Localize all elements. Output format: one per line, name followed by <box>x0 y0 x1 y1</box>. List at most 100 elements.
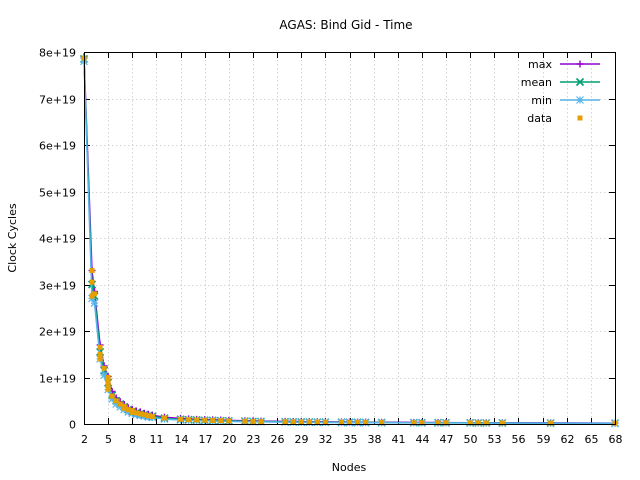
point-min <box>112 400 121 408</box>
legend-label-min: min <box>531 94 552 107</box>
legend-marker-max <box>576 60 584 68</box>
point-data <box>178 416 184 422</box>
x-tick-label: 62 <box>561 433 575 446</box>
point-data <box>97 344 103 350</box>
y-tick-label: 8e+19 <box>39 47 76 60</box>
legend-marker-data <box>577 115 583 121</box>
point-data <box>338 419 344 425</box>
x-tick-label: 50 <box>464 433 478 446</box>
point-data <box>250 418 256 424</box>
y-tick-label: 1e+19 <box>39 373 76 386</box>
y-tick-label: 7e+19 <box>39 94 76 107</box>
point-data <box>161 415 167 421</box>
point-data <box>149 414 155 420</box>
legend: max mean min data <box>521 58 600 125</box>
point-data <box>117 401 123 407</box>
point-data <box>141 412 147 418</box>
plot-series <box>79 53 620 428</box>
point-data <box>347 419 352 425</box>
point-data <box>435 420 441 426</box>
point-data <box>306 419 312 425</box>
point-data <box>121 405 127 411</box>
point-data <box>125 407 131 413</box>
x-tick-label: 38 <box>368 433 382 446</box>
x-tick-label: 8 <box>129 433 136 446</box>
point-data <box>202 417 208 423</box>
y-tick-label: 4e+19 <box>39 233 76 246</box>
point-data <box>194 417 200 423</box>
point-data <box>443 420 449 426</box>
point-data <box>129 409 135 415</box>
point-data <box>101 365 107 371</box>
x-tick-label: 20 <box>223 433 237 446</box>
legend-marker-mean <box>575 77 585 87</box>
chart-title: AGAS: Bind Gid - Time <box>279 18 412 32</box>
point-data <box>105 375 111 380</box>
legend-label-max: max <box>528 58 552 71</box>
x-tick-label: 65 <box>585 433 599 446</box>
y-tick-label: 2e+19 <box>39 326 76 339</box>
point-data <box>242 418 248 424</box>
x-tick-label: 44 <box>416 433 430 446</box>
legend-marker-min <box>576 96 584 104</box>
point-data <box>91 291 97 297</box>
point-data <box>411 420 417 426</box>
point-data <box>186 417 192 423</box>
point-data <box>210 417 216 423</box>
y-tick-label: 3e+19 <box>39 280 76 293</box>
x-tick-label: 59 <box>537 433 551 446</box>
point-data <box>109 393 115 399</box>
point-data <box>105 386 111 392</box>
point-min <box>100 371 109 380</box>
x-tick-label: 32 <box>319 433 333 446</box>
point-data <box>475 420 481 426</box>
point-min <box>108 394 117 403</box>
point-data <box>467 420 473 426</box>
x-tick-label: 47 <box>440 433 454 446</box>
point-data <box>298 419 304 425</box>
y-tick-label: 0 <box>69 419 76 432</box>
point-data <box>355 419 361 425</box>
plot-frame <box>84 52 616 425</box>
point-data <box>89 279 95 285</box>
y-tick-label: 6e+19 <box>39 140 76 153</box>
point-data <box>548 420 554 426</box>
point-min <box>90 299 99 308</box>
grid <box>84 52 615 424</box>
point-data <box>379 420 385 426</box>
x-tick-label: 41 <box>392 433 406 446</box>
x-tick-label: 23 <box>247 433 261 446</box>
point-data <box>89 268 95 274</box>
point-data <box>97 351 103 357</box>
legend-label-mean: mean <box>521 76 552 89</box>
point-data <box>419 420 425 426</box>
point-min <box>116 402 125 411</box>
point-data <box>314 419 320 425</box>
point-data <box>113 398 119 404</box>
point-data <box>290 419 296 425</box>
y-axis: 0 1e+19 2e+19 3e+19 4e+19 5e+19 6e+19 7e+19 8e+1… <box>39 47 615 432</box>
x-tick-label: 35 <box>344 433 358 446</box>
x-axis-label: Nodes <box>332 461 367 474</box>
x-tick-label: 2 <box>81 433 88 446</box>
point-data <box>97 356 103 362</box>
legend-label-data: data <box>527 112 552 125</box>
point-data <box>226 418 232 424</box>
data-points <box>81 55 618 426</box>
point-data <box>363 419 369 425</box>
point-data <box>105 379 111 385</box>
x-tick-label: 17 <box>199 433 213 446</box>
point-data <box>145 413 151 419</box>
point-data <box>218 418 224 424</box>
x-tick-label: 53 <box>488 433 502 446</box>
point-data <box>282 419 288 425</box>
point-data <box>483 420 489 426</box>
point-data <box>137 411 143 417</box>
point-data <box>322 419 328 425</box>
x-tick-label: 56 <box>512 433 526 446</box>
point-data <box>499 420 505 426</box>
x-tick-label: 68 <box>609 433 623 446</box>
x-tick-label: 11 <box>150 433 164 446</box>
x-tick-label: 5 <box>105 433 112 446</box>
